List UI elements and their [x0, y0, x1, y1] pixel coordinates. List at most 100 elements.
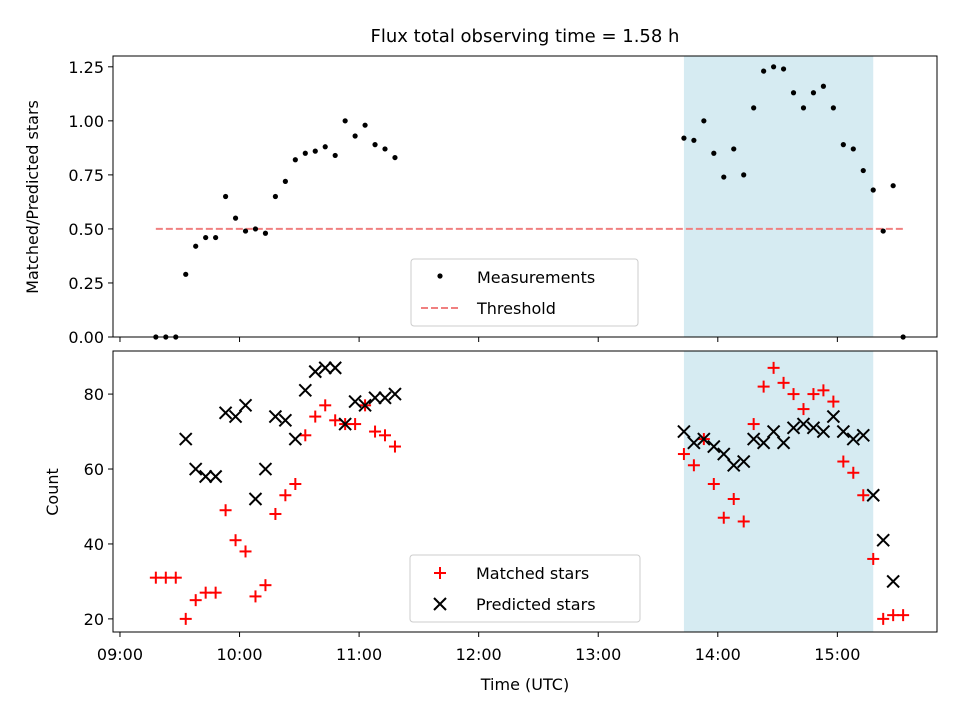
- predicted-star-b: [388, 387, 402, 401]
- matched-star-point: [847, 466, 860, 479]
- predicted-star-point: [866, 488, 880, 502]
- matched-star-point: [817, 384, 830, 397]
- predicted-star-point: [687, 436, 701, 450]
- measurement-point: [372, 142, 378, 148]
- predicted-star-b: [328, 361, 342, 375]
- legend-measurements-marker: [437, 273, 443, 279]
- predicted-star-b: [846, 432, 861, 446]
- measurement-point: [880, 228, 886, 234]
- measurement-point: [790, 90, 797, 96]
- predicted-star-point: [836, 424, 851, 439]
- predicted-star-b: [258, 462, 273, 476]
- predicted-star-b: [308, 364, 322, 379]
- matched-star-point: [827, 395, 840, 408]
- predicted-star-b: [766, 424, 781, 439]
- x-tick-label: 13:00: [575, 645, 621, 664]
- measurement-point: [262, 230, 269, 236]
- measurement-point: [721, 174, 727, 180]
- predicted-star-b: [228, 409, 243, 424]
- predicted-star-point: [328, 361, 342, 375]
- measurement-point: [232, 215, 239, 221]
- matched-star-point: [209, 586, 222, 599]
- predicted-star-point: [766, 424, 781, 439]
- predicted-star-b: [886, 574, 900, 589]
- chart-title: Flux total observing time = 1.58 h: [371, 26, 680, 47]
- top-legend-box: [410, 258, 639, 327]
- matched-star-point: [269, 507, 282, 520]
- bottom-y-ticks: 20 40 60 80: [84, 385, 113, 629]
- matched-star-point: [189, 594, 202, 607]
- predicted-star-point: [378, 391, 392, 405]
- measurement-point: [322, 144, 328, 150]
- x-tick-label: 15:00: [814, 645, 860, 664]
- measurement-point: [711, 150, 717, 156]
- matched-star-point: [279, 489, 292, 502]
- matched-star-point: [329, 414, 342, 427]
- predicted-star-point: [776, 436, 791, 450]
- predicted-star-point: [707, 439, 721, 454]
- predicted-star-point: [188, 462, 203, 476]
- predicted-star-point: [886, 574, 900, 589]
- bottom-panel: 09:00 10:00 11:00 12:00 13:00 14:00 15:00 20 40…: [43, 350, 938, 694]
- matched-star-point: [309, 410, 322, 423]
- matched-star-point: [687, 459, 700, 472]
- predicted-star-point: [697, 432, 711, 446]
- predicted-star-point: [846, 432, 861, 446]
- measurement-point: [203, 234, 209, 241]
- predicted-star-b: [806, 421, 821, 435]
- legend-predicted-label: Predicted stars: [476, 595, 596, 614]
- measurement-point: [302, 150, 308, 156]
- predicted-star-point: [318, 361, 332, 375]
- predicted-star-point: [876, 533, 890, 547]
- matched-star-point: [767, 361, 780, 374]
- predicted-star-point: [228, 409, 243, 424]
- measurement-point: [382, 146, 388, 152]
- matched-star-point: [239, 545, 252, 558]
- bottom-shaded-span: [683, 351, 874, 632]
- x-tick-label: 10:00: [216, 645, 262, 664]
- top-legend: Measurements Threshold: [410, 258, 639, 327]
- predicted-star-b: [687, 436, 701, 450]
- matched-star-point: [259, 579, 272, 592]
- measurement-point: [780, 66, 787, 72]
- predicted-star-b: [358, 398, 372, 413]
- matched-star-point: [707, 478, 720, 491]
- predicted-star-b: [268, 409, 283, 424]
- top-y-tick-label: 1.25: [68, 58, 104, 77]
- measurement-point: [312, 148, 318, 154]
- predicted-star-b: [786, 421, 801, 435]
- predicted-star-b: [218, 406, 233, 420]
- predicted-star-point: [248, 492, 263, 506]
- predicted-star-b: [677, 424, 691, 439]
- predicted-star-b: [188, 462, 203, 476]
- matched-star-point: [319, 399, 332, 412]
- predicted-star-b: [338, 417, 352, 431]
- predicted-star-b: [208, 469, 223, 484]
- measurement-point: [392, 154, 398, 161]
- predicted-star-b: [298, 383, 313, 398]
- predicted-star-point: [238, 398, 253, 413]
- matched-star-point: [179, 612, 192, 625]
- predicted-star-b: [856, 428, 870, 443]
- predicted-star-b: [238, 398, 253, 413]
- matched-star-point: [349, 418, 362, 431]
- predicted-star-point: [278, 413, 293, 428]
- x-tick-label: 09:00: [97, 645, 143, 664]
- measurement-point: [701, 118, 707, 124]
- matched-star-point: [857, 489, 870, 502]
- measurement-point: [681, 135, 687, 141]
- measurement-point: [830, 105, 836, 111]
- predicted-star-point: [288, 432, 303, 446]
- top-y-tick-label: 0.75: [68, 166, 104, 185]
- bottom-y-tick-label: 80: [84, 385, 104, 404]
- matched-star-point: [219, 504, 232, 517]
- measurement-point: [342, 118, 348, 124]
- legend-measurements-label: Measurements: [477, 268, 595, 287]
- predicted-star-b: [756, 436, 771, 450]
- predicted-star-b: [248, 492, 263, 506]
- top-axes-frame: [112, 55, 938, 338]
- bottom-x-ticks: 09:00 10:00 11:00 12:00 13:00 14:00 15:00: [97, 632, 860, 664]
- predicted-star-b: [198, 469, 213, 484]
- measurement-point: [213, 234, 219, 241]
- bottom-legend: Matched stars Predicted stars: [409, 554, 641, 623]
